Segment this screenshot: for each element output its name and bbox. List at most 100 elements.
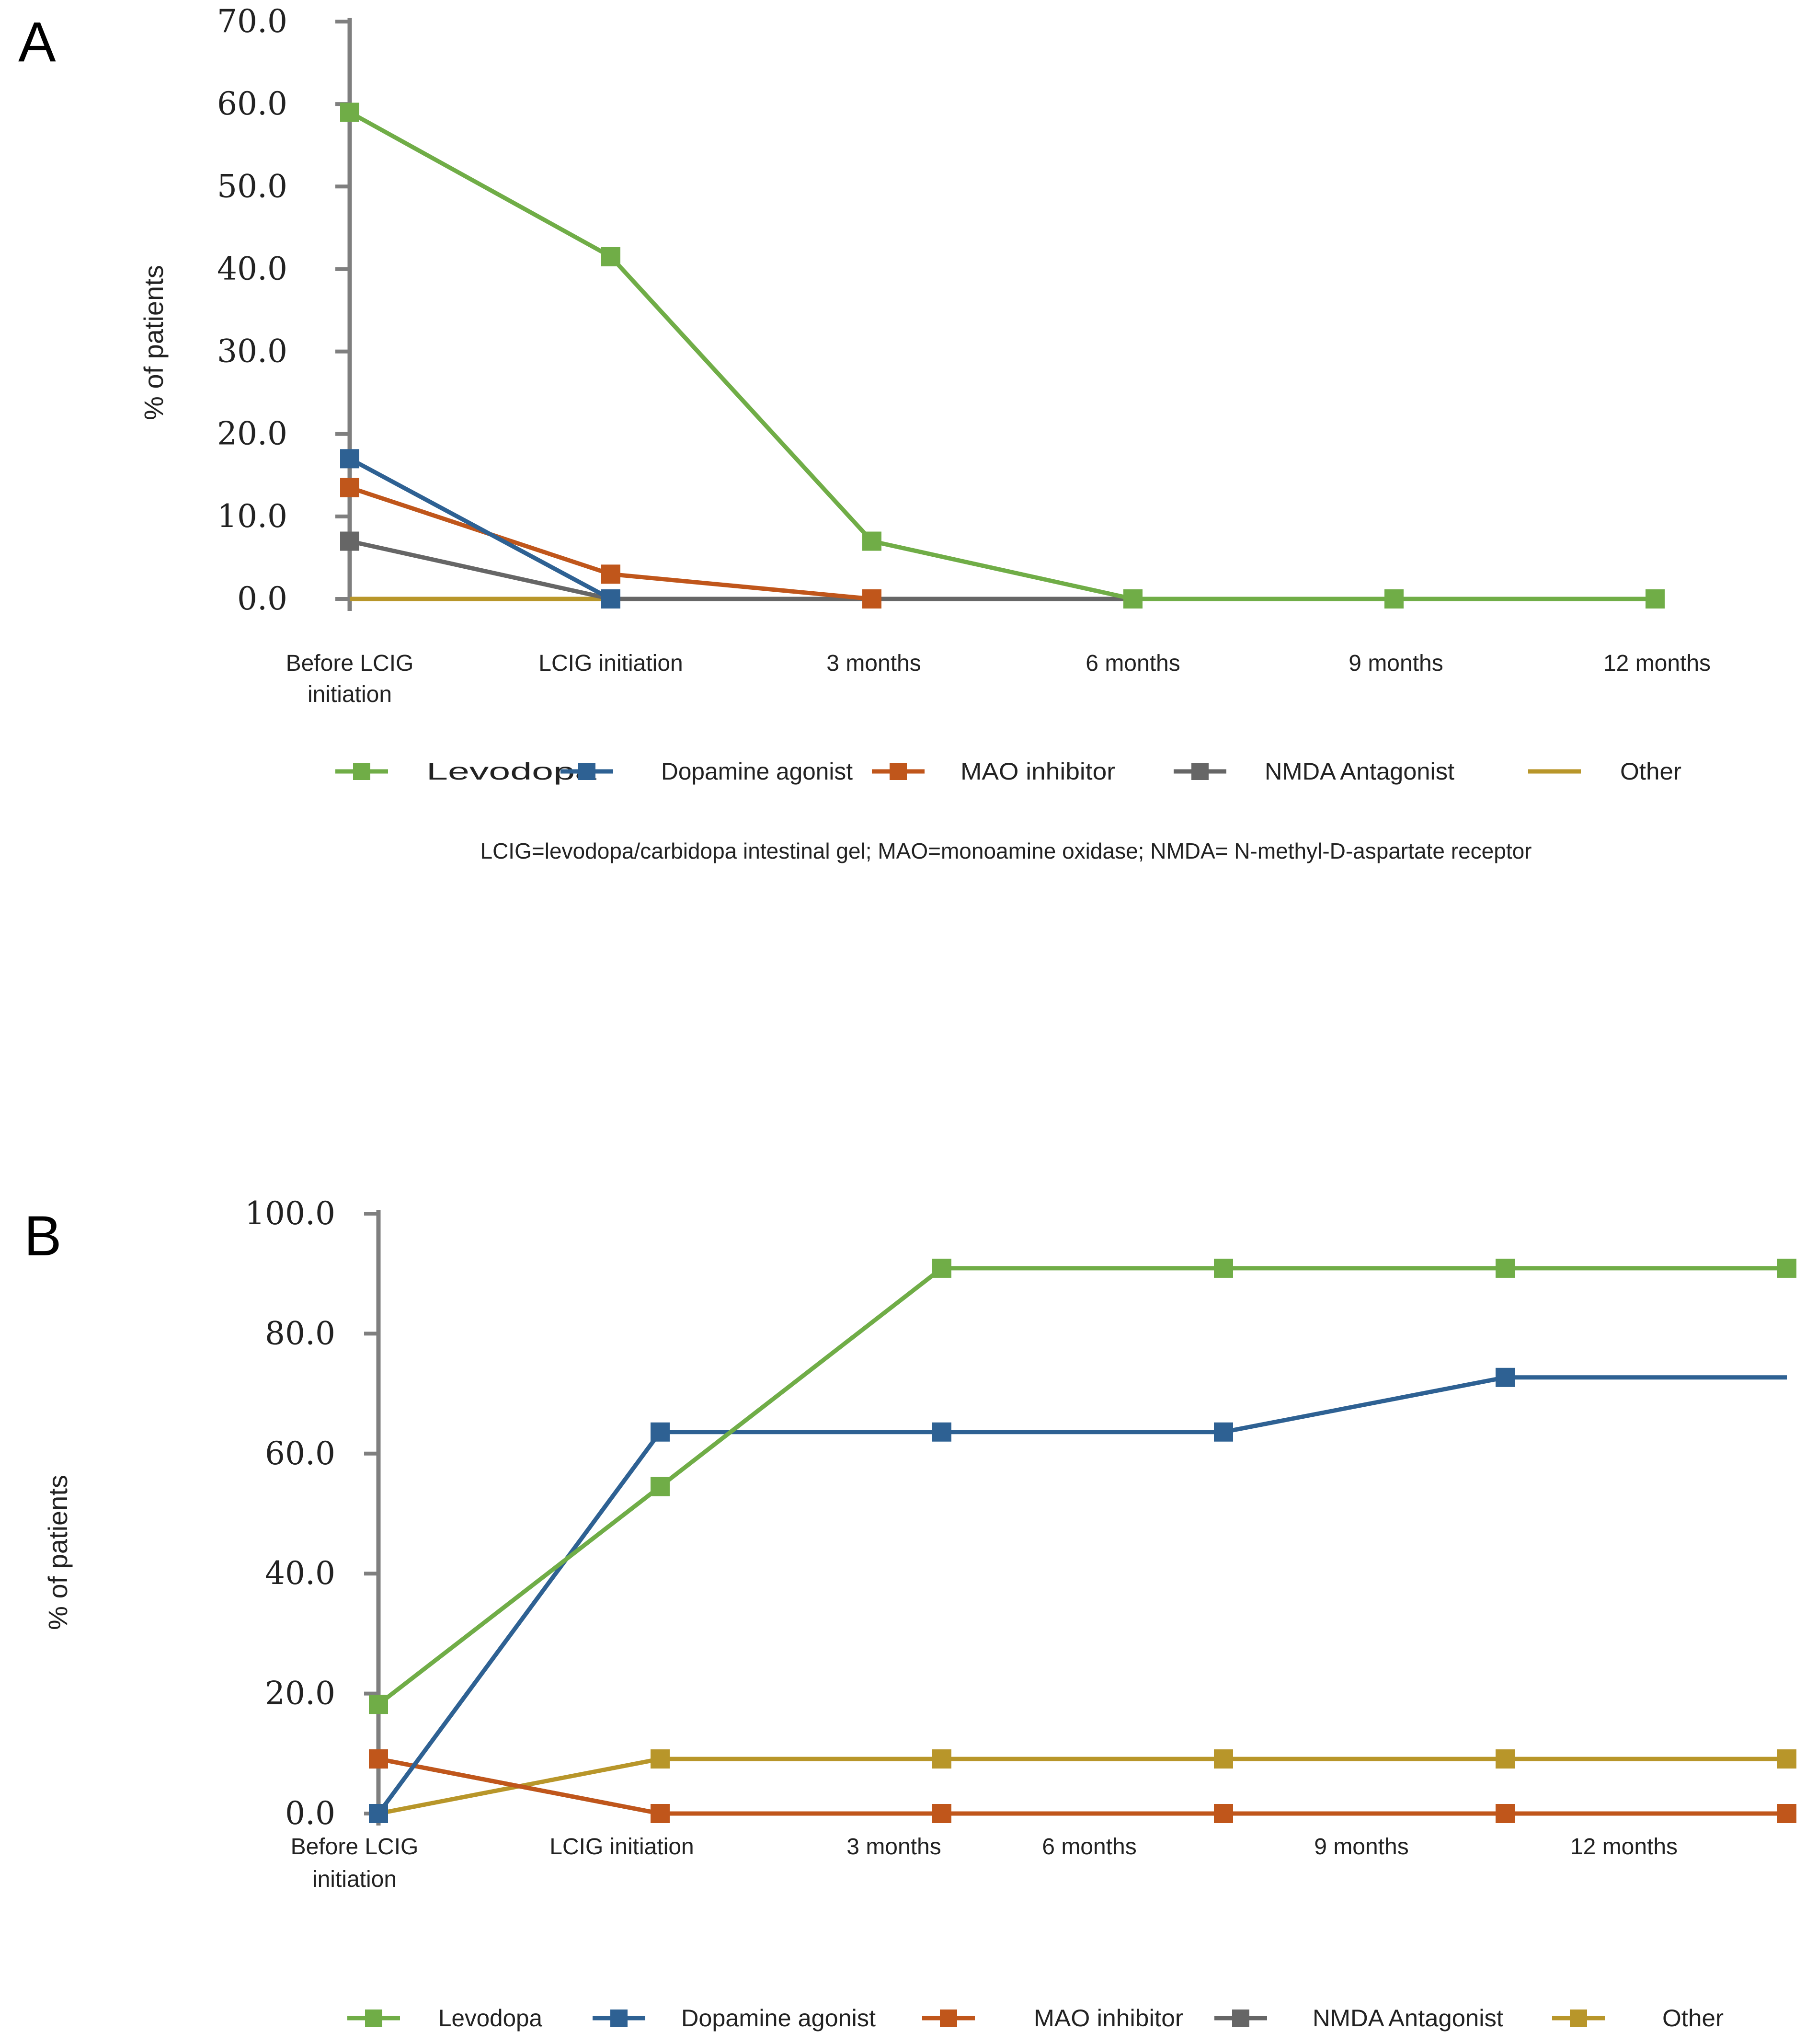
panel-b-legend-item-levodopa: Levodopa [347, 2005, 542, 2032]
panel-a-point-levodopa [862, 531, 881, 551]
panel-b-legend-label: Levodopa [438, 2005, 542, 2032]
panel-a-point-dopamine-agonist [601, 589, 620, 609]
panel-b-legend-key-marker [610, 2010, 628, 2027]
panel-b-legend-key-marker [1570, 2010, 1587, 2027]
panel-a-point-levodopa [340, 103, 359, 122]
panel-a-point-nmda-antagonist [340, 531, 359, 551]
panel-b-point-mao-inhibitor [651, 1804, 670, 1823]
panel-a-point-mao-inhibitor [862, 589, 881, 609]
panel-a-x-tick-label: 3 months [826, 651, 921, 676]
panel-b-x-tick-label: 6 months [1042, 1834, 1136, 1860]
panel-a-legend-item-mao-inhibitor: MAO inhibitor [872, 758, 1115, 785]
panel-a-x-tick-label: 12 months [1603, 651, 1711, 676]
panel-a-point-levodopa [1646, 589, 1665, 609]
panel-b-point-dopamine-agonist [1496, 1367, 1515, 1387]
panel-a-legend-label: NMDA Antagonist [1265, 758, 1454, 785]
panel-b-point-mao-inhibitor [1214, 1804, 1233, 1823]
panel-b-point-dopamine-agonist [369, 1804, 388, 1823]
panel-a-legend-key-marker [353, 763, 370, 780]
panel-a-x-tick-label: LCIG initiation [538, 651, 683, 676]
panel-b-y-tick-label: 100.0 [245, 1195, 335, 1232]
panel-a-point-mao-inhibitor [340, 478, 359, 497]
panel-a-y-axis-label: % of patients [138, 265, 169, 420]
panel-a-y-tick-label: 0.0 [237, 580, 287, 617]
panel-b-x-tick-label: Before LCIG [291, 1834, 419, 1860]
panel-b-point-other [651, 1749, 670, 1769]
panel-b-series-mao-inhibitor [369, 1749, 1796, 1823]
panel-a-line-levodopa [348, 110, 1655, 601]
panel-b-y-tick-label: 40.0 [265, 1555, 335, 1592]
panel-b-legend-label: NMDA Antagonist [1313, 2005, 1503, 2032]
panel-a-legend-label: MAO inhibitor [960, 758, 1115, 785]
panel-b-point-other [932, 1749, 951, 1769]
abbreviation-note: LCIG=levodopa/carbidopa intestinal gel; … [480, 838, 1532, 863]
panel-b-legend-item-mao-inhibitor: MAO inhibitor [922, 2005, 1183, 2032]
panel-b-y-tick-label: 80.0 [265, 1315, 335, 1352]
panel-b-point-mao-inhibitor [1777, 1804, 1796, 1823]
panel-b-y-tick-label: 60.0 [265, 1435, 335, 1472]
panel-a-legend-item-dopamine-agonist: Dopamine agonist [560, 758, 853, 785]
panel-a-x-tick-label: Before LCIG [286, 651, 414, 676]
panel-b-legend-item-nmda-antagonist: NMDA Antagonist [1214, 2005, 1503, 2032]
panel-b-legend-key-marker [1232, 2010, 1249, 2027]
panel-b-point-dopamine-agonist [1214, 1422, 1233, 1442]
panel-a-legend-key-marker [890, 763, 907, 780]
panel-b-y-tick-label: 0.0 [285, 1795, 335, 1832]
panel-a-point-levodopa [1384, 589, 1404, 609]
panel-b-point-dopamine-agonist [651, 1422, 670, 1442]
panel-a-y-tick-label: 50.0 [217, 168, 287, 205]
panel-b-point-dopamine-agonist [932, 1422, 951, 1442]
panel-b-legend-label: Dopamine agonist [681, 2005, 876, 2032]
panel-a-series-dopamine-agonist [340, 449, 620, 609]
panel-b-series-levodopa [369, 1258, 1796, 1714]
panel-a-x-tick-label: 6 months [1086, 651, 1180, 676]
panel-b-label: B [24, 1205, 62, 1268]
panel-b-legend-key-marker [940, 2010, 957, 2027]
panel-b-y-tick-label: 20.0 [265, 1675, 335, 1712]
panel-a-y-tick-label: 30.0 [217, 333, 287, 370]
panel-b-line-nmda-antagonist [378, 1757, 1787, 1816]
panel-a-y-tick-label: 40.0 [217, 250, 287, 287]
panel-b-legend-item-other: Other [1552, 2005, 1724, 2032]
panel-b-point-mao-inhibitor [932, 1804, 951, 1823]
panel-b-x-tick-label: LCIG initiation [549, 1834, 694, 1860]
panel-a-y-tick-label: 60.0 [217, 85, 287, 122]
panel-b-point-levodopa [1777, 1258, 1796, 1278]
panel-a-x-tick-label: initiation [308, 682, 392, 707]
panel-a-legend-key-marker [578, 763, 595, 780]
panel-a-point-levodopa [601, 247, 620, 266]
panel-b-x-tick-label: 12 months [1570, 1834, 1678, 1860]
panel-a-x-tick-label: 9 months [1349, 651, 1443, 676]
panel-b-point-mao-inhibitor [1496, 1804, 1515, 1823]
panel-a-label: A [18, 11, 56, 74]
panel-a-y-tick-label: 70.0 [217, 3, 287, 40]
panel-b-y-axis-label: % of patients [43, 1475, 73, 1630]
panel-a-series-mao-inhibitor [340, 478, 881, 609]
panel-a-legend-item-levodopa: Levodopa [335, 758, 596, 785]
panel-b-point-mao-inhibitor [369, 1749, 388, 1769]
panel-a-point-dopamine-agonist [340, 449, 359, 469]
panel-a-line-dopamine-agonist [348, 457, 612, 601]
panel-b-x-tick-label: 9 months [1314, 1834, 1408, 1860]
panel-b-line-levodopa [377, 1266, 1787, 1706]
panel-a-y-tick-label: 10.0 [217, 498, 287, 535]
panel-a-point-levodopa [1123, 589, 1143, 609]
panel-b-legend-item-dopamine-agonist: Dopamine agonist [593, 2005, 876, 2032]
panel-b-line-dopamine-agonist [377, 1375, 1787, 1815]
panel-b-x-tick-label: 3 months [846, 1834, 941, 1860]
panel-b-line-mao-inhibitor [378, 1757, 1787, 1816]
panel-b-series-dopamine-agonist [369, 1367, 1787, 1823]
panel-b-x-tick-label: initiation [312, 1867, 397, 1892]
panel-a-y-tick-label: 20.0 [217, 415, 287, 452]
panel-a-legend-key-marker [1191, 763, 1209, 780]
panel-b-legend-key-marker [365, 2010, 382, 2027]
panel-b-chart: B 0.0 20.0 40.0 60.0 80.0 100.0 % of patients B… [24, 1195, 1796, 2032]
panel-a-legend-label: Dopamine agonist [661, 758, 853, 785]
panel-b-point-other [1496, 1749, 1515, 1769]
panel-b-point-other [1214, 1749, 1233, 1769]
panel-b-point-other [1777, 1749, 1796, 1769]
panel-b-legend-label: MAO inhibitor [1034, 2005, 1183, 2032]
panel-a-legend-item-other: Other [1528, 758, 1681, 785]
panel-a-chart: A 0.0 10.0 20.0 30.0 40.0 50.0 60.0 70.0 % of pa… [18, 3, 1711, 785]
